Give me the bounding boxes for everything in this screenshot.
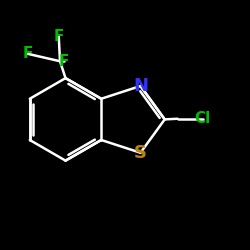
Text: S: S [134,144,147,162]
Text: Cl: Cl [194,111,210,126]
Text: N: N [133,77,148,95]
Text: F: F [22,46,33,61]
Text: F: F [58,54,69,69]
Text: F: F [54,29,64,44]
